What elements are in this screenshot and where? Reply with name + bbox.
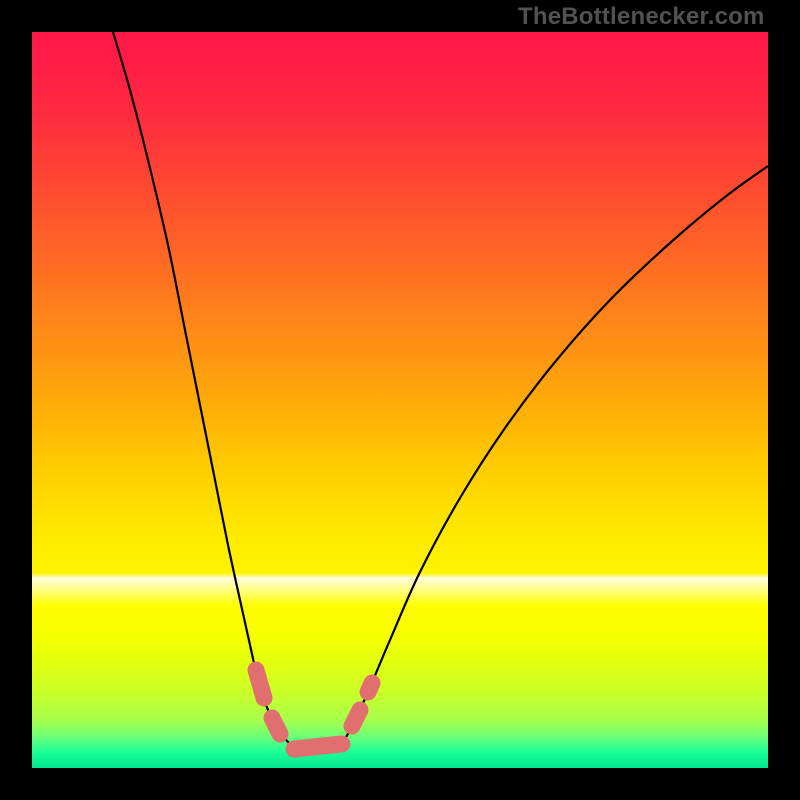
chart-svg	[0, 0, 800, 800]
marker-segment	[368, 683, 372, 692]
marker-segment	[352, 710, 360, 726]
chart-frame: TheBottlenecker.com	[0, 0, 800, 800]
marker-segment	[294, 744, 342, 749]
watermark-text: TheBottlenecker.com	[518, 3, 765, 31]
gradient-background	[32, 32, 768, 768]
marker-segment	[272, 718, 280, 734]
marker-segment	[256, 670, 264, 698]
